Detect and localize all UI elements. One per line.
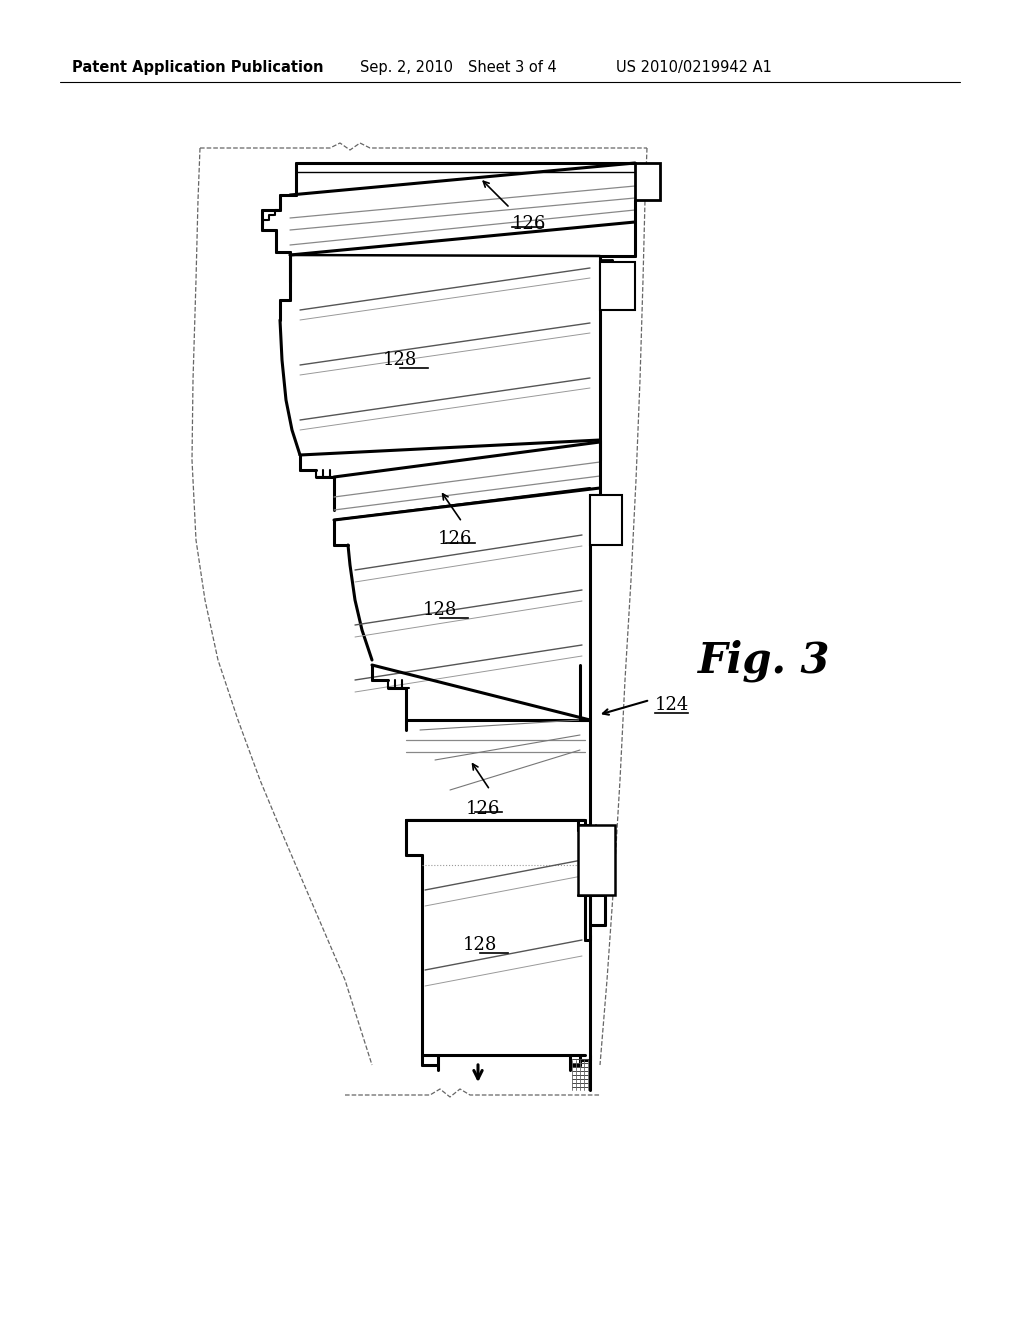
Text: 124: 124: [655, 696, 689, 714]
Polygon shape: [600, 261, 635, 310]
Text: 126: 126: [438, 531, 472, 548]
Text: 126: 126: [466, 800, 500, 818]
Text: Patent Application Publication: Patent Application Publication: [72, 59, 324, 75]
Text: US 2010/0219942 A1: US 2010/0219942 A1: [616, 59, 772, 75]
Text: Sep. 2, 2010: Sep. 2, 2010: [360, 59, 453, 75]
Text: 128: 128: [383, 351, 417, 370]
Text: Sheet 3 of 4: Sheet 3 of 4: [468, 59, 557, 75]
Polygon shape: [578, 825, 615, 895]
Text: 126: 126: [512, 215, 547, 234]
Text: 128: 128: [463, 936, 498, 954]
Text: Fig. 3: Fig. 3: [698, 640, 830, 682]
Polygon shape: [635, 162, 660, 201]
Text: 128: 128: [423, 601, 457, 619]
Polygon shape: [590, 495, 622, 545]
